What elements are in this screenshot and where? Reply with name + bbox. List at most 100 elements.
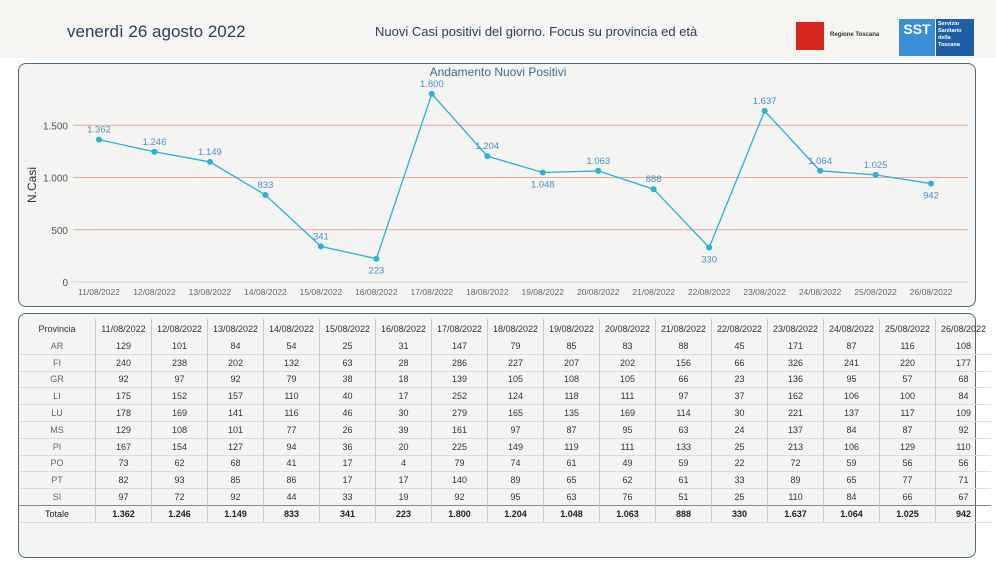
value-cell: 157 xyxy=(207,387,264,405)
value-cell: 152 xyxy=(151,387,208,405)
value-cell: 17 xyxy=(375,471,432,489)
value-cell: 19 xyxy=(375,488,432,506)
header-bar: venerdì 26 agosto 2022 Nuovi Casi positi… xyxy=(0,0,996,58)
value-cell: 252 xyxy=(431,387,488,405)
value-cell: 220 xyxy=(879,354,936,372)
value-cell: 83 xyxy=(599,338,656,355)
value-cell: 56 xyxy=(935,455,991,472)
value-cell: 25 xyxy=(319,338,376,355)
province-cell: PO xyxy=(50,458,64,469)
value-cell: 63 xyxy=(543,488,600,506)
value-cell: 31 xyxy=(375,338,432,355)
value-cell: 92 xyxy=(935,421,991,439)
province-cell: AR xyxy=(50,340,64,351)
value-cell: 79 xyxy=(431,455,488,472)
value-cell: 62 xyxy=(599,471,656,489)
value-cell: 139 xyxy=(431,371,488,388)
date-column-header: 18/08/2022 xyxy=(487,319,544,338)
value-cell: 241 xyxy=(823,354,880,372)
value-cell: 36 xyxy=(319,438,376,456)
date-column-header: 19/08/2022 xyxy=(543,319,600,338)
value-cell: 108 xyxy=(543,371,600,388)
value-cell: 97 xyxy=(655,387,712,405)
date-column-header: 22/08/2022 xyxy=(711,319,768,338)
value-cell: 111 xyxy=(599,438,656,456)
value-cell: 95 xyxy=(823,371,880,388)
value-cell: 67 xyxy=(935,488,991,506)
value-cell: 66 xyxy=(879,488,936,506)
value-cell: 117 xyxy=(879,404,936,422)
province-cell: LU xyxy=(51,408,63,419)
value-cell: 116 xyxy=(263,404,320,422)
value-cell: 22 xyxy=(711,455,768,472)
value-cell: 97 xyxy=(487,421,544,439)
province-cell: PI xyxy=(52,441,62,452)
date-column-header: 15/08/2022 xyxy=(319,319,376,338)
value-cell: 105 xyxy=(487,371,544,388)
value-cell: 116 xyxy=(879,338,936,355)
value-cell: 240 xyxy=(95,354,152,372)
value-cell: 87 xyxy=(823,338,880,355)
value-cell: 57 xyxy=(879,371,936,388)
value-cell: 59 xyxy=(823,455,880,472)
province-cell: FI xyxy=(53,357,61,368)
value-cell: 95 xyxy=(487,488,544,506)
value-cell: 20 xyxy=(375,438,432,456)
value-cell: 178 xyxy=(95,404,152,422)
value-cell: 100 xyxy=(879,387,936,405)
value-cell: 87 xyxy=(879,421,936,439)
value-cell: 79 xyxy=(263,371,320,388)
date-column-header: 25/08/2022 xyxy=(879,319,936,338)
value-cell: 79 xyxy=(487,338,544,355)
value-cell: 1.048 xyxy=(543,504,600,523)
value-cell: 202 xyxy=(207,354,264,372)
value-cell: 94 xyxy=(263,438,320,456)
value-cell: 135 xyxy=(543,404,600,422)
value-cell: 132 xyxy=(263,354,320,372)
table-row: PI 167 154 127 94 36 20 225 149 119 111 133 25 213 106… xyxy=(19,438,991,456)
value-cell: 33 xyxy=(319,488,376,506)
value-cell: 71 xyxy=(935,471,991,489)
value-cell: 330 xyxy=(711,504,768,523)
value-cell: 118 xyxy=(543,387,600,405)
province-cell: Totale xyxy=(19,504,96,523)
value-cell: 1.063 xyxy=(599,504,656,523)
province-cell: PT xyxy=(51,475,63,486)
regione-toscana-logo-text: Regione Toscana xyxy=(830,32,880,38)
regione-toscana-logo: Regione Toscana xyxy=(796,20,880,50)
value-cell: 161 xyxy=(431,421,488,439)
value-cell: 82 xyxy=(95,471,152,489)
value-cell: 68 xyxy=(207,455,264,472)
date-column-header: 13/08/2022 xyxy=(207,319,264,338)
value-cell: 341 xyxy=(319,504,376,523)
value-cell: 66 xyxy=(655,371,712,388)
value-cell: 86 xyxy=(263,471,320,489)
value-cell: 66 xyxy=(711,354,768,372)
value-cell: 61 xyxy=(655,471,712,489)
value-cell: 68 xyxy=(935,371,991,388)
value-cell: 25 xyxy=(711,438,768,456)
value-cell: 17 xyxy=(319,455,376,472)
value-cell: 89 xyxy=(487,471,544,489)
value-cell: 59 xyxy=(655,455,712,472)
value-cell: 171 xyxy=(767,338,824,355)
value-cell: 177 xyxy=(935,354,991,372)
date-column-header: 11/08/2022 xyxy=(95,319,152,338)
value-cell: 106 xyxy=(823,387,880,405)
date-column-header: 14/08/2022 xyxy=(263,319,320,338)
value-cell: 45 xyxy=(711,338,768,355)
value-cell: 202 xyxy=(599,354,656,372)
value-cell: 1.637 xyxy=(767,504,824,523)
value-cell: 207 xyxy=(543,354,600,372)
value-cell: 63 xyxy=(319,354,376,372)
table-row: LI 175 152 157 110 40 17 252 124 118 111 97 37 162 106… xyxy=(19,387,991,405)
value-cell: 127 xyxy=(207,438,264,456)
value-cell: 84 xyxy=(823,488,880,506)
province-cell: LI xyxy=(53,391,61,402)
value-cell: 1.246 xyxy=(151,504,208,523)
value-cell: 54 xyxy=(263,338,320,355)
value-cell: 33 xyxy=(711,471,768,489)
value-cell: 85 xyxy=(543,338,600,355)
value-cell: 44 xyxy=(263,488,320,506)
value-cell: 149 xyxy=(487,438,544,456)
